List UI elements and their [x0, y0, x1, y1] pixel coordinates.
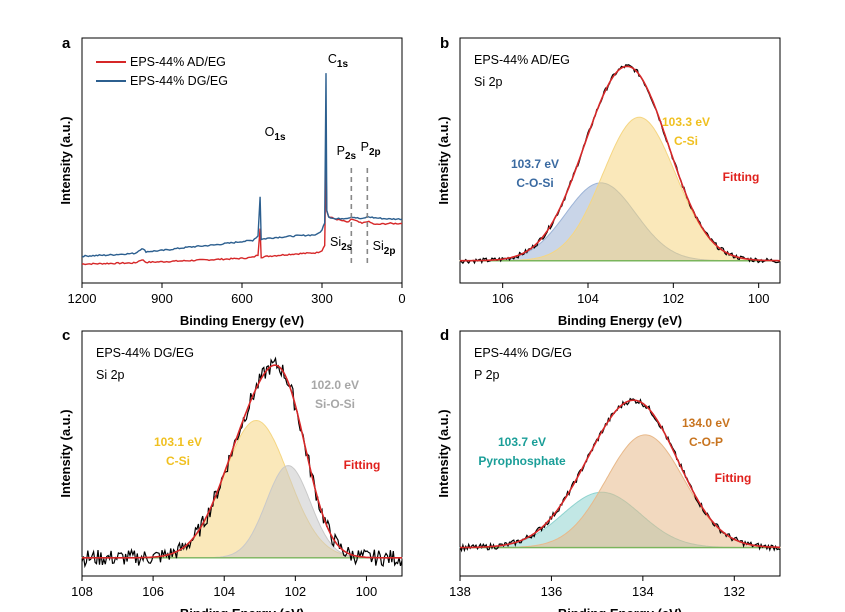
component-bond-label: C-Si — [674, 134, 698, 148]
x-tick-label: 106 — [492, 291, 514, 306]
peak-label-o1s: O1s — [265, 125, 286, 143]
peak-label-p2p: P2p — [361, 140, 381, 158]
sample-label: EPS-44% DG/EG — [474, 346, 572, 360]
panel-letter-c: c — [62, 327, 70, 344]
panel-a: a 1200 900 600 300 0 Binding Energy (eV) Intens… — [58, 35, 406, 328]
x-tick-label: 104 — [213, 584, 235, 599]
sample-label: EPS-44% AD/EG — [474, 53, 570, 67]
legend-label: EPS-44% AD/EG — [130, 55, 226, 69]
core-level-label: Si 2p — [96, 368, 125, 382]
legend: EPS-44% AD/EG EPS-44% DG/EG — [96, 55, 228, 88]
raw-data-line — [81, 356, 403, 569]
plot-frame — [459, 37, 781, 284]
core-level-label: Si 2p — [474, 75, 503, 89]
x-axis-title: Binding Energy (eV) — [180, 313, 304, 328]
x-axis-title: Binding Energy (eV) — [558, 606, 682, 612]
x-tick-label: 132 — [723, 584, 745, 599]
y-axis-title: Intensity (a.u.) — [58, 116, 73, 204]
component-energy-label: 102.0 eV — [311, 378, 359, 392]
x-tick-label: 900 — [151, 291, 173, 306]
fitting-envelope-line — [460, 65, 780, 262]
panel-letter-a: a — [62, 35, 71, 52]
component-peak — [460, 434, 781, 549]
x-tick-label: 100 — [356, 584, 378, 599]
panel-c: c 108 106 104 102 100 Binding Energy (eV) Inten… — [58, 327, 403, 612]
plot-frame — [459, 330, 781, 577]
peak-label-si2p: Si2p — [373, 239, 396, 257]
x-tick-label: 138 — [449, 584, 471, 599]
component-peak — [459, 116, 781, 262]
x-tick-label: 0 — [398, 291, 405, 306]
sample-label: EPS-44% DG/EG — [96, 346, 194, 360]
component-energy-label: 103.1 eV — [154, 435, 202, 449]
x-axis-title: Binding Energy (eV) — [180, 606, 304, 612]
x-tick-label: 106 — [142, 584, 164, 599]
x-tick-label: 100 — [748, 291, 770, 306]
panel-d: d 138 136 134 132 Binding Energy (eV) Intensit… — [436, 327, 781, 612]
panel-letter-b: b — [440, 35, 449, 52]
panel-b: b 106 104 102 100 Binding Energy (eV) Intensit… — [436, 35, 781, 328]
y-axis-title: Intensity (a.u.) — [58, 409, 73, 497]
component-peak — [81, 419, 403, 559]
series-line-ad — [81, 162, 402, 266]
y-axis-title: Intensity (a.u.) — [436, 116, 451, 204]
x-tick-label: 300 — [311, 291, 333, 306]
x-tick-label: 102 — [284, 584, 306, 599]
component-bond-label: C-O-Si — [516, 176, 553, 190]
core-level-label: P 2p — [474, 368, 500, 382]
x-tick-label: 102 — [662, 291, 684, 306]
fitting-label: Fitting — [715, 471, 752, 485]
x-tick-label: 136 — [541, 584, 563, 599]
component-bond-label: C-Si — [166, 454, 190, 468]
fitting-envelope-line — [460, 399, 780, 549]
x-axis-title: Binding Energy (eV) — [558, 313, 682, 328]
peak-label-si2s: Si2s — [330, 235, 353, 253]
panel-letter-d: d — [440, 327, 449, 344]
x-tick-label: 108 — [71, 584, 93, 599]
component-bond-label: Pyrophosphate — [478, 454, 566, 468]
y-axis-title: Intensity (a.u.) — [436, 409, 451, 497]
component-energy-label: 103.3 eV — [662, 115, 710, 129]
plot-frame — [81, 330, 403, 577]
fitting-envelope-line — [82, 364, 402, 559]
component-bond-label: Si-O-Si — [315, 397, 355, 411]
fitting-label: Fitting — [723, 170, 760, 184]
x-tick-label: 1200 — [68, 291, 97, 306]
x-tick-label: 134 — [632, 584, 654, 599]
x-tick-label: 600 — [231, 291, 253, 306]
component-energy-label: 103.7 eV — [511, 157, 559, 171]
series-line-dg — [81, 73, 403, 258]
peak-label-p2s: P2s — [337, 144, 357, 162]
legend-label: EPS-44% DG/EG — [130, 74, 228, 88]
x-tick-label: 104 — [577, 291, 599, 306]
peak-label-c1s: C1s — [328, 52, 349, 70]
component-energy-label: 134.0 eV — [682, 416, 730, 430]
fitting-label: Fitting — [344, 458, 381, 472]
component-bond-label: C-O-P — [689, 435, 723, 449]
component-energy-label: 103.7 eV — [498, 435, 546, 449]
